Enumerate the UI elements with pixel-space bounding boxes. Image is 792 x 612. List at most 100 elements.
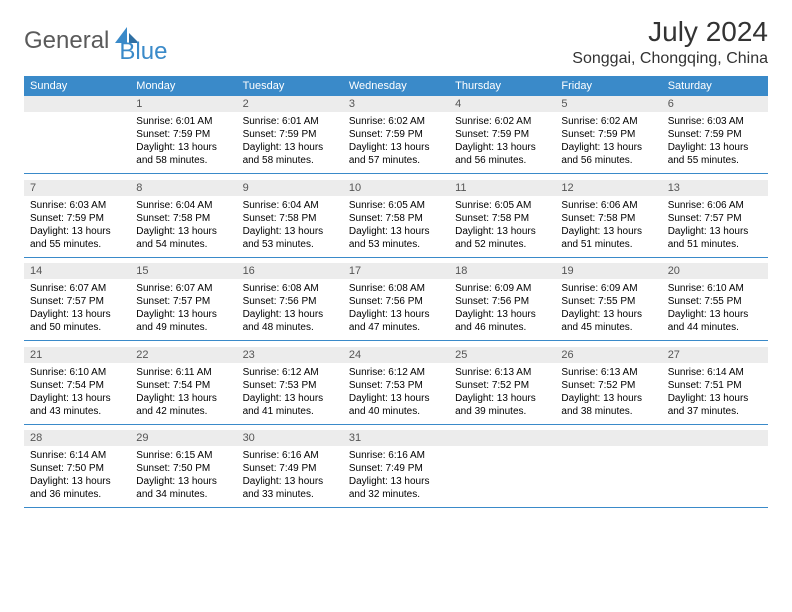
sunset-text: Sunset: 7:57 PM	[668, 212, 762, 225]
sunrise-text: Sunrise: 6:08 AM	[243, 282, 337, 295]
daylight-text: Daylight: 13 hours and 48 minutes.	[243, 308, 337, 334]
logo: General Blue	[24, 16, 167, 66]
sunrise-text: Sunrise: 6:12 AM	[349, 366, 443, 379]
day-body: Sunrise: 6:05 AMSunset: 7:58 PMDaylight:…	[343, 196, 449, 257]
daylight-text: Daylight: 13 hours and 57 minutes.	[349, 141, 443, 167]
day-body: Sunrise: 6:02 AMSunset: 7:59 PMDaylight:…	[449, 112, 555, 173]
day-body: Sunrise: 6:05 AMSunset: 7:58 PMDaylight:…	[449, 196, 555, 257]
sunset-text: Sunset: 7:59 PM	[455, 128, 549, 141]
daylight-text: Daylight: 13 hours and 37 minutes.	[668, 392, 762, 418]
logo-text-blue: Blue	[119, 38, 167, 66]
day-body	[449, 446, 555, 504]
day-body: Sunrise: 6:13 AMSunset: 7:52 PMDaylight:…	[555, 363, 661, 424]
sunset-text: Sunset: 7:59 PM	[136, 128, 230, 141]
day-body: Sunrise: 6:06 AMSunset: 7:58 PMDaylight:…	[555, 196, 661, 257]
day-body: Sunrise: 6:10 AMSunset: 7:54 PMDaylight:…	[24, 363, 130, 424]
day-cell: 28Sunrise: 6:14 AMSunset: 7:50 PMDayligh…	[24, 430, 130, 508]
day-number: 25	[449, 347, 555, 363]
day-cell: 19Sunrise: 6:09 AMSunset: 7:55 PMDayligh…	[555, 263, 661, 341]
sunset-text: Sunset: 7:56 PM	[455, 295, 549, 308]
day-body: Sunrise: 6:14 AMSunset: 7:51 PMDaylight:…	[662, 363, 768, 424]
sunset-text: Sunset: 7:59 PM	[243, 128, 337, 141]
sunrise-text: Sunrise: 6:07 AM	[30, 282, 124, 295]
daylight-text: Daylight: 13 hours and 53 minutes.	[349, 225, 443, 251]
daylight-text: Daylight: 13 hours and 54 minutes.	[136, 225, 230, 251]
daylight-text: Daylight: 13 hours and 50 minutes.	[30, 308, 124, 334]
dow-monday: Monday	[130, 76, 236, 96]
title-block: July 2024 Songgai, Chongqing, China	[572, 16, 768, 68]
day-body: Sunrise: 6:01 AMSunset: 7:59 PMDaylight:…	[130, 112, 236, 173]
sunset-text: Sunset: 7:57 PM	[30, 295, 124, 308]
day-cell: 11Sunrise: 6:05 AMSunset: 7:58 PMDayligh…	[449, 180, 555, 258]
sunrise-text: Sunrise: 6:06 AM	[668, 199, 762, 212]
sunrise-text: Sunrise: 6:10 AM	[30, 366, 124, 379]
sunset-text: Sunset: 7:54 PM	[30, 379, 124, 392]
sunset-text: Sunset: 7:56 PM	[349, 295, 443, 308]
day-cell: 14Sunrise: 6:07 AMSunset: 7:57 PMDayligh…	[24, 263, 130, 341]
day-number: 9	[237, 180, 343, 196]
daylight-text: Daylight: 13 hours and 45 minutes.	[561, 308, 655, 334]
day-body: Sunrise: 6:07 AMSunset: 7:57 PMDaylight:…	[24, 279, 130, 340]
header: General Blue July 2024 Songgai, Chongqin…	[0, 0, 792, 76]
week-row: 21Sunrise: 6:10 AMSunset: 7:54 PMDayligh…	[24, 347, 768, 425]
day-cell: 30Sunrise: 6:16 AMSunset: 7:49 PMDayligh…	[237, 430, 343, 508]
week-row: 1Sunrise: 6:01 AMSunset: 7:59 PMDaylight…	[24, 96, 768, 174]
sunset-text: Sunset: 7:50 PM	[136, 462, 230, 475]
daylight-text: Daylight: 13 hours and 34 minutes.	[136, 475, 230, 501]
day-body: Sunrise: 6:02 AMSunset: 7:59 PMDaylight:…	[343, 112, 449, 173]
sunrise-text: Sunrise: 6:10 AM	[668, 282, 762, 295]
day-body: Sunrise: 6:02 AMSunset: 7:59 PMDaylight:…	[555, 112, 661, 173]
sunset-text: Sunset: 7:51 PM	[668, 379, 762, 392]
daylight-text: Daylight: 13 hours and 56 minutes.	[561, 141, 655, 167]
day-cell: 7Sunrise: 6:03 AMSunset: 7:59 PMDaylight…	[24, 180, 130, 258]
day-body: Sunrise: 6:10 AMSunset: 7:55 PMDaylight:…	[662, 279, 768, 340]
day-number: 21	[24, 347, 130, 363]
sunset-text: Sunset: 7:49 PM	[243, 462, 337, 475]
day-cell	[24, 96, 130, 174]
day-cell: 31Sunrise: 6:16 AMSunset: 7:49 PMDayligh…	[343, 430, 449, 508]
sunset-text: Sunset: 7:55 PM	[668, 295, 762, 308]
sunrise-text: Sunrise: 6:16 AM	[349, 449, 443, 462]
day-body: Sunrise: 6:09 AMSunset: 7:56 PMDaylight:…	[449, 279, 555, 340]
daylight-text: Daylight: 13 hours and 42 minutes.	[136, 392, 230, 418]
dow-wednesday: Wednesday	[343, 76, 449, 96]
daylight-text: Daylight: 13 hours and 32 minutes.	[349, 475, 443, 501]
daylight-text: Daylight: 13 hours and 49 minutes.	[136, 308, 230, 334]
sunset-text: Sunset: 7:53 PM	[349, 379, 443, 392]
day-cell: 8Sunrise: 6:04 AMSunset: 7:58 PMDaylight…	[130, 180, 236, 258]
sunrise-text: Sunrise: 6:02 AM	[349, 115, 443, 128]
day-number: 1	[130, 96, 236, 112]
daylight-text: Daylight: 13 hours and 55 minutes.	[668, 141, 762, 167]
page-title: July 2024	[572, 16, 768, 48]
daylight-text: Daylight: 13 hours and 41 minutes.	[243, 392, 337, 418]
day-number: 20	[662, 263, 768, 279]
daylight-text: Daylight: 13 hours and 51 minutes.	[561, 225, 655, 251]
day-body	[555, 446, 661, 504]
day-body: Sunrise: 6:01 AMSunset: 7:59 PMDaylight:…	[237, 112, 343, 173]
sunset-text: Sunset: 7:59 PM	[30, 212, 124, 225]
sunset-text: Sunset: 7:58 PM	[561, 212, 655, 225]
day-number: 7	[24, 180, 130, 196]
sunset-text: Sunset: 7:58 PM	[243, 212, 337, 225]
sunset-text: Sunset: 7:53 PM	[243, 379, 337, 392]
sunrise-text: Sunrise: 6:04 AM	[136, 199, 230, 212]
day-body	[662, 446, 768, 504]
sunrise-text: Sunrise: 6:04 AM	[243, 199, 337, 212]
sunrise-text: Sunrise: 6:02 AM	[455, 115, 549, 128]
day-number: 15	[130, 263, 236, 279]
sunrise-text: Sunrise: 6:13 AM	[561, 366, 655, 379]
sunrise-text: Sunrise: 6:15 AM	[136, 449, 230, 462]
day-number: 14	[24, 263, 130, 279]
logo-text-general: General	[24, 27, 109, 55]
day-body: Sunrise: 6:12 AMSunset: 7:53 PMDaylight:…	[237, 363, 343, 424]
daylight-text: Daylight: 13 hours and 55 minutes.	[30, 225, 124, 251]
day-body: Sunrise: 6:04 AMSunset: 7:58 PMDaylight:…	[237, 196, 343, 257]
daylight-text: Daylight: 13 hours and 47 minutes.	[349, 308, 443, 334]
day-cell: 5Sunrise: 6:02 AMSunset: 7:59 PMDaylight…	[555, 96, 661, 174]
sunrise-text: Sunrise: 6:01 AM	[136, 115, 230, 128]
sunset-text: Sunset: 7:54 PM	[136, 379, 230, 392]
day-body: Sunrise: 6:13 AMSunset: 7:52 PMDaylight:…	[449, 363, 555, 424]
daylight-text: Daylight: 13 hours and 44 minutes.	[668, 308, 762, 334]
day-number: 26	[555, 347, 661, 363]
sunset-text: Sunset: 7:52 PM	[455, 379, 549, 392]
